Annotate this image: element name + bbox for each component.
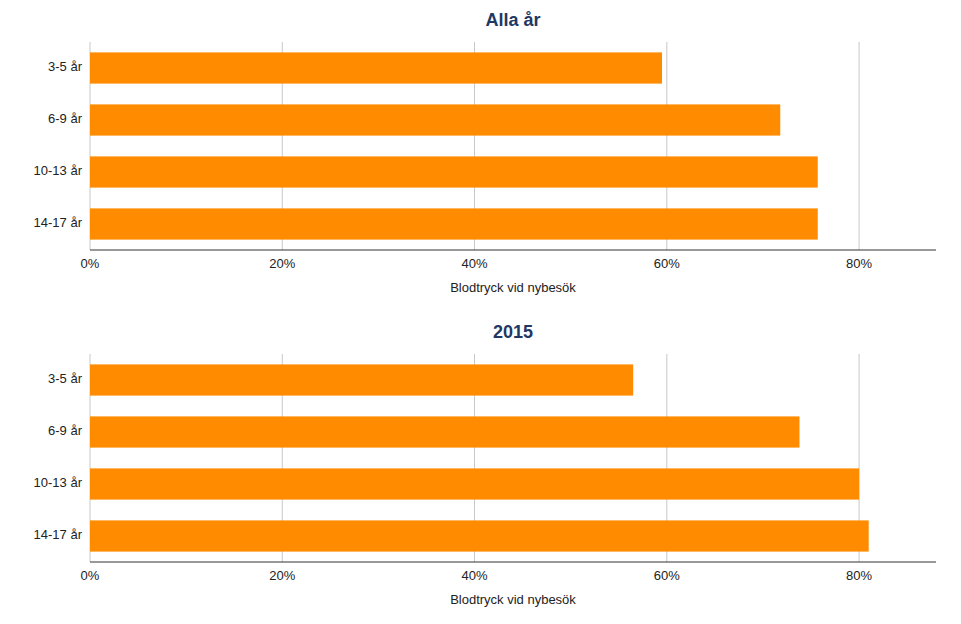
x-tick-label: 60% — [654, 256, 680, 271]
category-label: 14-17 år — [34, 527, 83, 542]
x-tick-label: 20% — [269, 256, 295, 271]
x-axis-line — [90, 250, 936, 251]
chart-title: 2015 — [493, 322, 533, 342]
x-axis-line — [90, 562, 936, 563]
bar — [90, 364, 633, 395]
panel: 2015 0% 20% 40% 60% 80% 3-5 år 6-9 år 10-13 år 14… — [34, 322, 936, 607]
x-axis-label: Blodtryck vid nybesök — [450, 592, 576, 607]
category-label: 10-13 år — [34, 163, 83, 178]
x-axis: 0% 20% 40% 60% 80% — [81, 42, 873, 271]
panel: Alla år 0% 20% 40% 60% 80% 3-5 år 6-9 år 10-13 å… — [34, 10, 936, 295]
x-axis-label: Blodtryck vid nybesök — [450, 280, 576, 295]
bar — [90, 416, 799, 447]
category-label: 6-9 år — [48, 111, 83, 126]
bar — [90, 208, 818, 239]
chart-container: Alla år 0% 20% 40% 60% 80% 3-5 år 6-9 år 10-13 å… — [0, 0, 961, 624]
x-tick-label: 80% — [846, 256, 872, 271]
bar — [90, 520, 869, 551]
x-tick-label: 40% — [462, 256, 488, 271]
chart-svg: Alla år 0% 20% 40% 60% 80% 3-5 år 6-9 år 10-13 å… — [0, 0, 961, 624]
bar — [90, 104, 780, 135]
category-label: 14-17 år — [34, 215, 83, 230]
bars — [90, 364, 869, 551]
x-tick-label: 60% — [654, 568, 680, 583]
x-axis: 0% 20% 40% 60% 80% — [81, 354, 873, 583]
chart-title: Alla år — [485, 10, 540, 30]
x-tick-label: 40% — [462, 568, 488, 583]
x-tick-label: 80% — [846, 568, 872, 583]
category-label: 6-9 år — [48, 423, 83, 438]
category-label: 3-5 år — [48, 371, 83, 386]
page: {"chart_data": [ {"type": "bar", "orient… — [0, 0, 961, 624]
x-tick-label: 20% — [269, 568, 295, 583]
bar — [90, 468, 859, 499]
x-tick-label: 0% — [81, 256, 100, 271]
grid-line — [859, 42, 860, 250]
bar — [90, 156, 818, 187]
category-label: 3-5 år — [48, 59, 83, 74]
category-label: 10-13 år — [34, 475, 83, 490]
bars — [90, 52, 818, 239]
bar — [90, 52, 662, 83]
x-tick-label: 0% — [81, 568, 100, 583]
